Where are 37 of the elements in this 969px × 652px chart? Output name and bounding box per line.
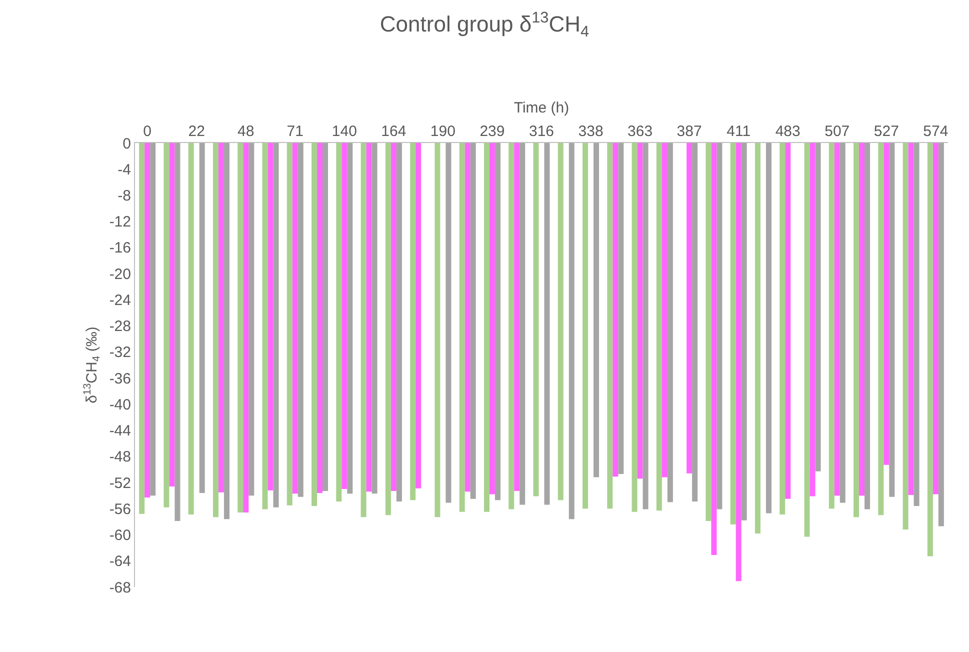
y-tick-label: -20: [109, 266, 131, 283]
x-tick-label: 22: [188, 123, 205, 140]
y-tick-label: -44: [109, 422, 131, 440]
y-tick-label: -48: [109, 448, 131, 466]
x-tick-label: 574: [923, 123, 948, 140]
y-tick-label: -40: [109, 396, 131, 414]
y-tick-label: -52: [109, 474, 131, 492]
y-tick-label: -68: [109, 579, 131, 596]
y-tick-label: -8: [118, 187, 131, 204]
x-tick-label: 239: [480, 123, 505, 140]
y-tick-label: 0: [122, 135, 131, 152]
x-tick-label: 190: [430, 123, 456, 140]
x-tick-label: 507: [824, 123, 850, 140]
y-tick-label: -64: [109, 553, 131, 570]
y-tick-label: -56: [109, 500, 131, 518]
y-tick-label: -16: [109, 240, 131, 257]
x-tick-label: 411: [726, 123, 751, 140]
x-axis-title: Time (h): [514, 99, 570, 116]
x-tick-label: 71: [286, 123, 304, 140]
x-tick-label: 140: [332, 123, 357, 140]
x-tick-label: 316: [528, 123, 554, 140]
y-tick-label: -36: [109, 370, 131, 388]
x-tick-label: 338: [578, 123, 604, 140]
y-tick-label: -28: [109, 318, 131, 336]
y-tick-label: -4: [118, 161, 131, 178]
x-tick-label: 363: [628, 123, 653, 140]
x-tick-label: 48: [238, 123, 254, 140]
y-tick-label: -24: [109, 292, 131, 309]
x-tick-label: 527: [874, 123, 899, 140]
x-tick-label: 164: [381, 123, 406, 140]
x-tick-label: 483: [775, 123, 800, 140]
x-tick-label: 0: [143, 123, 152, 140]
y-tick-label: -60: [109, 527, 131, 544]
y-tick-label: -32: [109, 344, 131, 362]
chart-title: Control group δ$^{13}$CH$_{4}$: [380, 9, 590, 40]
x-tick-label: 387: [676, 123, 702, 140]
y-tick-label: -12: [109, 214, 131, 231]
